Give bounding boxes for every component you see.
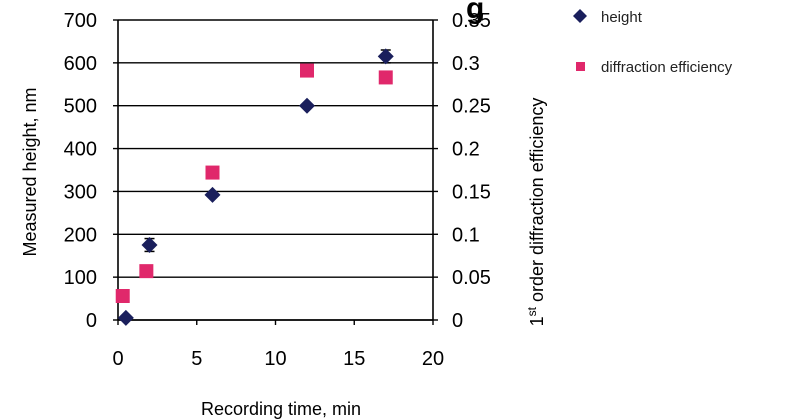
- y-left-tick-label: 500: [64, 96, 97, 118]
- y-left-tick-label: 100: [64, 267, 97, 289]
- y-left-tick-label: 400: [64, 139, 97, 161]
- y-right-tick-label: 0.35: [452, 10, 491, 32]
- y-right-tick-label: 0.15: [452, 181, 491, 203]
- x-tick-label: 10: [264, 348, 286, 370]
- y-left-tick-label: 300: [64, 181, 97, 203]
- height-point: [377, 48, 394, 65]
- legend: height diffraction efficiency: [573, 9, 733, 76]
- x-tick-label: 15: [343, 348, 365, 370]
- y-right-tick-label: 0: [452, 310, 463, 332]
- y-left-tick-label: 200: [64, 224, 97, 246]
- y-left-tick-label: 600: [64, 53, 97, 75]
- y-axis-left-title: Measured height, nm: [20, 87, 40, 256]
- y-right-tick-label: 0.2: [452, 139, 480, 161]
- height-point: [299, 97, 315, 114]
- y-left-tick-label: 0: [86, 310, 97, 332]
- left-tick-labels: 0 100 200 300 400 500 600 700: [64, 10, 97, 332]
- axes: [113, 19, 438, 325]
- y-right-tick-label: 0.3: [452, 53, 480, 75]
- y-axis-right-title-prefix: 1: [527, 316, 547, 326]
- x-tick-label: 5: [191, 348, 202, 370]
- diffraction-point: [115, 289, 130, 303]
- grid: [118, 19, 433, 321]
- diffraction-point: [300, 63, 314, 78]
- right-tick-labels: 0 0.05 0.1 0.15 0.2 0.25 0.3 0.35: [452, 10, 491, 332]
- x-axis-title: Recording time, min: [201, 399, 361, 419]
- x-tick-label: 20: [422, 348, 444, 370]
- diffraction-point: [139, 264, 154, 279]
- y-axis-right-title-rest: order diffraction efficiency: [527, 98, 547, 307]
- y-axis-right-title: 1st order diffraction efficiency: [525, 98, 547, 327]
- y-axis-right-title-superscript: st: [525, 306, 539, 316]
- height-point: [204, 186, 221, 203]
- diffraction-point: [378, 70, 393, 85]
- legend-diffraction-marker: [576, 62, 585, 71]
- height-point: [117, 309, 134, 326]
- x-tick-label: 0: [112, 348, 123, 370]
- legend-height-marker: [573, 9, 587, 23]
- series-diffraction: [115, 63, 393, 303]
- series-height: [117, 48, 394, 326]
- legend-height-label: height: [601, 9, 643, 26]
- diffraction-point: [205, 165, 220, 180]
- y-right-tick-label: 0.25: [452, 96, 491, 118]
- x-tick-labels: 0 5 10 15 20: [112, 348, 444, 370]
- legend-diffraction-label: diffraction efficiency: [601, 59, 733, 76]
- height-point: [141, 237, 158, 253]
- y-right-tick-label: 0.05: [452, 267, 491, 289]
- y-right-tick-label: 0.1: [452, 224, 480, 246]
- chart-title-fragment: g: [466, 0, 484, 25]
- y-left-tick-label: 700: [64, 10, 97, 32]
